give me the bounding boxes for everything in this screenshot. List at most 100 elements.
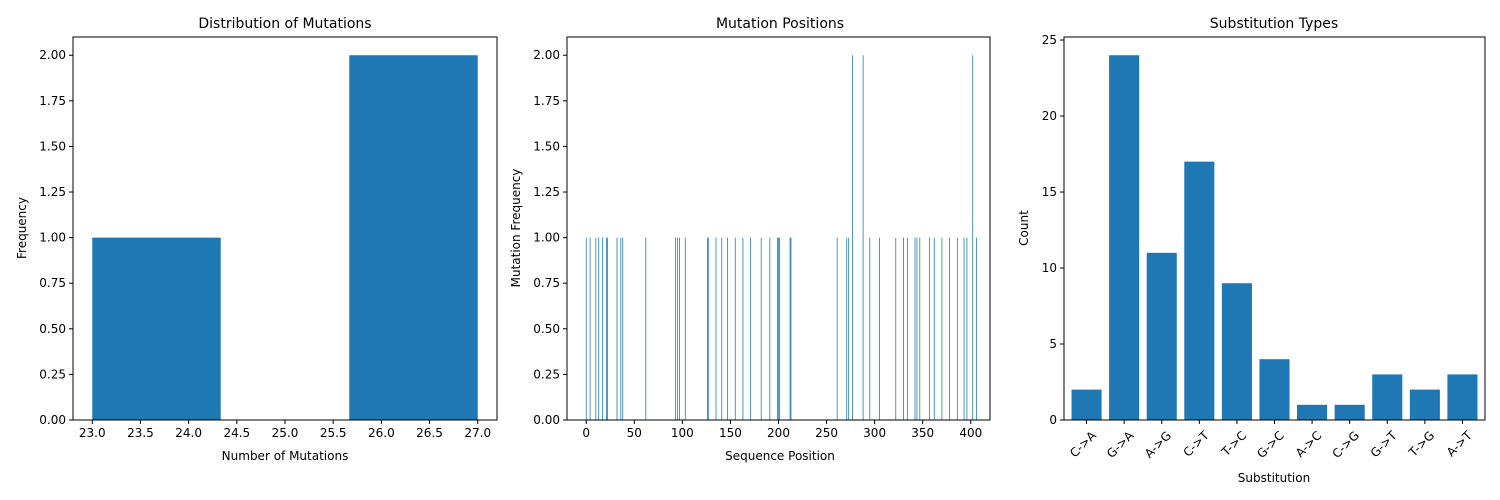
substitution-bar xyxy=(1184,161,1215,420)
y-tick-label: 15 xyxy=(1042,185,1057,199)
position-bar xyxy=(707,237,709,420)
substitution-bar xyxy=(1071,389,1102,420)
x-tick-label: 150 xyxy=(719,426,742,440)
position-bar xyxy=(679,237,680,420)
position-bar xyxy=(914,237,916,420)
chart-title: Substitution Types xyxy=(1210,16,1338,32)
y-tick-label: 0.50 xyxy=(39,322,66,336)
substitution-bar xyxy=(1221,283,1252,420)
position-bar xyxy=(616,237,618,420)
position-bar xyxy=(706,237,708,420)
y-tick-label: 1.75 xyxy=(39,94,66,108)
y-tick-label: 1.00 xyxy=(533,231,560,245)
y-tick-label: 1.00 xyxy=(39,231,66,245)
x-tick-label: 25.5 xyxy=(320,426,347,440)
y-tick-label: 10 xyxy=(1042,261,1057,275)
x-tick-label: 400 xyxy=(959,426,982,440)
position-bar xyxy=(721,237,723,420)
y-tick-label: 0.75 xyxy=(533,276,560,290)
x-tick-label: 50 xyxy=(627,426,642,440)
position-bar xyxy=(585,237,587,420)
x-tick-label: 23.0 xyxy=(79,426,106,440)
position-bar xyxy=(602,237,603,420)
x-tick-label: 350 xyxy=(911,426,934,440)
chart-title: Mutation Positions xyxy=(716,16,844,32)
position-bar xyxy=(916,237,918,420)
position-bar xyxy=(589,237,591,420)
x-tick-label: 25.0 xyxy=(272,426,299,440)
position-bar xyxy=(779,237,780,420)
chart-panel-distribution: Distribution of Mutations Number of Muta… xyxy=(15,16,498,463)
position-bar xyxy=(963,237,965,420)
y-tick-label: 0.75 xyxy=(39,276,66,290)
axes-frame xyxy=(566,36,991,421)
x-tick-label: 300 xyxy=(863,426,886,440)
position-bar xyxy=(933,237,935,420)
x-tick-label: 0 xyxy=(582,426,590,440)
position-bar xyxy=(606,237,607,420)
position-bar xyxy=(852,55,853,420)
position-bar xyxy=(903,237,904,420)
substitution-bar xyxy=(1409,389,1440,420)
substitution-bar xyxy=(1372,374,1403,420)
position-bar xyxy=(777,237,778,420)
position-bar xyxy=(715,237,717,420)
position-bar xyxy=(976,237,977,420)
position-bar xyxy=(879,237,880,420)
substitution-bar xyxy=(1297,404,1328,420)
position-bar xyxy=(595,237,597,420)
y-tick-label: 2.00 xyxy=(39,48,66,62)
y-axis-label: Mutation Frequency xyxy=(509,169,523,288)
y-tick-label: 0.00 xyxy=(533,413,560,427)
y-tick-label: 2.00 xyxy=(533,48,560,62)
x-tick-label: 27.0 xyxy=(464,426,491,440)
position-bar xyxy=(972,55,974,420)
position-bar xyxy=(598,237,600,420)
y-tick-label: 0.00 xyxy=(39,413,66,427)
position-bar xyxy=(941,237,943,420)
position-bar xyxy=(742,237,744,420)
y-tick-label: 0.25 xyxy=(39,367,66,381)
position-bar xyxy=(836,237,838,420)
position-bar xyxy=(956,237,958,420)
y-tick-label: 0.25 xyxy=(533,367,560,381)
x-tick-label: 200 xyxy=(767,426,790,440)
position-bar xyxy=(869,237,871,420)
y-tick-label: 1.50 xyxy=(533,139,560,153)
x-tick-label: 100 xyxy=(671,426,694,440)
position-bar xyxy=(677,237,678,420)
x-tick-label: 250 xyxy=(815,426,838,440)
position-bar xyxy=(675,237,677,420)
x-axis-label: Number of Mutations xyxy=(222,449,349,463)
y-tick-label: 0 xyxy=(1049,413,1057,427)
chart-title: Distribution of Mutations xyxy=(198,16,371,32)
y-axis-label: Count xyxy=(1017,210,1031,246)
chart-panel-positions: Mutation Positions Sequence Position Mut… xyxy=(509,16,991,463)
x-tick-label: 24.0 xyxy=(175,426,202,440)
y-tick-label: 20 xyxy=(1042,109,1057,123)
position-bar xyxy=(966,237,968,420)
y-tick-label: 1.50 xyxy=(39,139,66,153)
position-bar xyxy=(790,237,792,420)
position-bar xyxy=(734,237,736,420)
x-tick-label: 23.5 xyxy=(127,426,154,440)
position-bar xyxy=(606,237,608,420)
position-bar xyxy=(846,237,848,420)
axes-frame xyxy=(72,36,498,421)
x-axis-label: Substitution xyxy=(1238,471,1310,485)
y-tick-label: 25 xyxy=(1042,33,1057,47)
y-axis-label: Frequency xyxy=(15,197,29,259)
position-bar xyxy=(906,237,908,420)
position-bar xyxy=(684,237,686,420)
position-bar xyxy=(620,237,622,420)
y-tick-label: 1.25 xyxy=(533,185,560,199)
substitution-bar xyxy=(1334,404,1365,420)
position-bar xyxy=(949,237,951,420)
x-tick-label: 26.0 xyxy=(368,426,395,440)
position-bar xyxy=(778,237,779,420)
position-bar xyxy=(919,237,921,420)
position-bar xyxy=(645,237,647,420)
position-bar xyxy=(760,237,762,420)
